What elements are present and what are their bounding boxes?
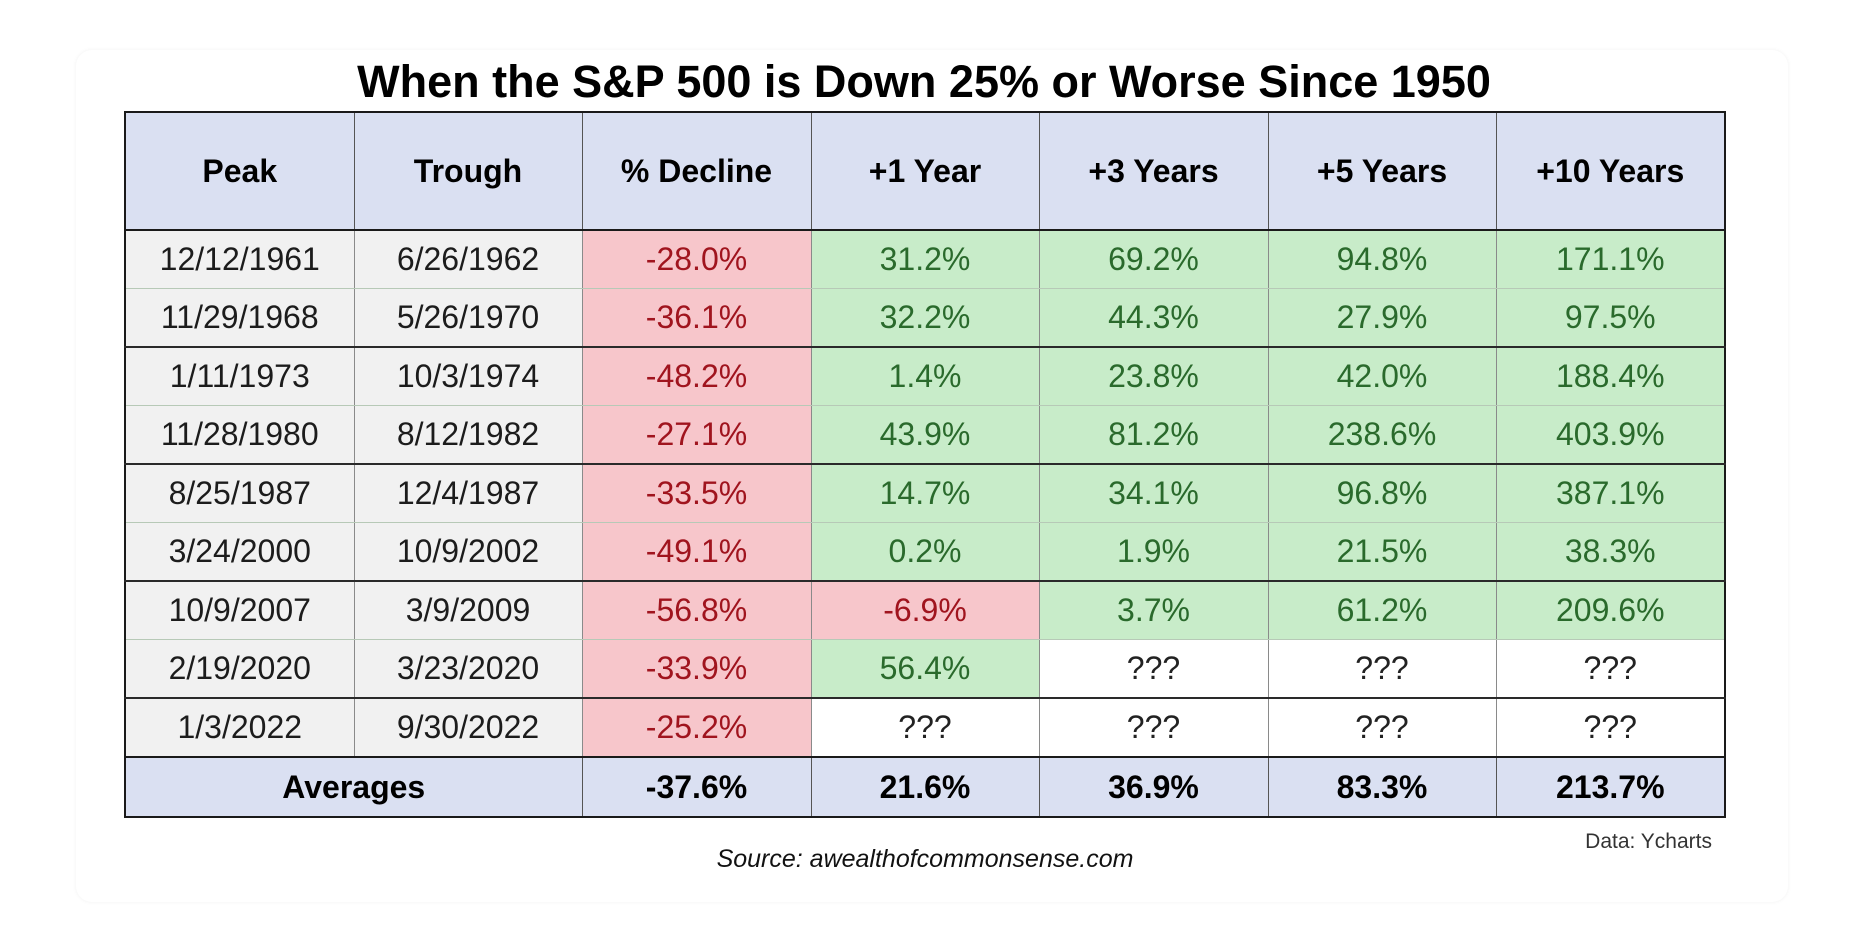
cell-decline: -48.2% — [581, 346, 812, 406]
cell-3-years: 34.1% — [1038, 463, 1269, 523]
table-row: 1/11/1973 10/3/1974 -48.2% 1.4% 23.8% 42.0% 18… — [124, 346, 1726, 406]
cell-5-years: 61.2% — [1267, 580, 1497, 640]
column-header-5-years: +5 Years — [1267, 111, 1497, 231]
average-3-years: 36.9% — [1038, 756, 1269, 818]
cell-trough: 3/23/2020 — [353, 639, 583, 699]
cell-5-years: 94.8% — [1267, 229, 1497, 289]
source-caption: Source: awealthofcommonsense.com — [716, 845, 1134, 873]
cell-10-years: ??? — [1495, 639, 1726, 699]
average-5-years: 83.3% — [1267, 756, 1497, 818]
cell-10-years: 38.3% — [1495, 522, 1726, 582]
cell-5-years: 42.0% — [1267, 346, 1497, 406]
table-body: 12/12/1961 6/26/1962 -28.0% 31.2% 69.2% 94.8%… — [124, 229, 1726, 758]
cell-5-years: ??? — [1267, 697, 1497, 758]
column-header-1-year: +1 Year — [810, 111, 1040, 231]
cell-decline: -56.8% — [581, 580, 812, 640]
cell-3-years: ??? — [1038, 639, 1269, 699]
table-row: 11/29/1968 5/26/1970 -36.1% 32.2% 44.3% 27.9%… — [124, 288, 1726, 348]
cell-1-year: 0.2% — [810, 522, 1040, 582]
cell-1-year: 43.9% — [810, 405, 1040, 465]
cell-peak: 2/19/2020 — [124, 639, 355, 699]
cell-decline: -28.0% — [581, 229, 812, 289]
cell-1-year: -6.9% — [810, 580, 1040, 640]
column-header-10-years: +10 Years — [1495, 111, 1726, 231]
table-row: 3/24/2000 10/9/2002 -49.1% 0.2% 1.9% 21.5% 38.… — [124, 522, 1726, 582]
cell-trough: 10/3/1974 — [353, 346, 583, 406]
cell-3-years: 3.7% — [1038, 580, 1269, 640]
cell-decline: -36.1% — [581, 288, 812, 348]
cell-3-years: 81.2% — [1038, 405, 1269, 465]
cell-peak: 1/11/1973 — [124, 346, 355, 406]
averages-row: Averages -37.6% 21.6% 36.9% 83.3% 213.7% — [124, 756, 1726, 818]
cell-3-years: 44.3% — [1038, 288, 1269, 348]
cell-decline: -33.5% — [581, 463, 812, 523]
cell-peak: 11/29/1968 — [124, 288, 355, 348]
cell-1-year: 1.4% — [810, 346, 1040, 406]
cell-peak: 8/25/1987 — [124, 463, 355, 523]
cell-10-years: ??? — [1495, 697, 1726, 758]
cell-10-years: 188.4% — [1495, 346, 1726, 406]
table-row: 1/3/2022 9/30/2022 -25.2%???????????? — [124, 697, 1726, 758]
cell-5-years: 238.6% — [1267, 405, 1497, 465]
column-header-trough: Trough — [353, 111, 583, 231]
table-row: 10/9/2007 3/9/2009 -56.8% -6.9% 3.7% 61.2% 209… — [124, 580, 1726, 640]
data-table: Peak Trough % Decline +1 Year +3 Years +… — [124, 111, 1726, 818]
table-row: 12/12/1961 6/26/1962 -28.0% 31.2% 69.2% 94.8%… — [124, 229, 1726, 289]
cell-decline: -27.1% — [581, 405, 812, 465]
header-row: Peak Trough % Decline +1 Year +3 Years +… — [124, 111, 1726, 231]
cell-5-years: 96.8% — [1267, 463, 1497, 523]
cell-trough: 6/26/1962 — [353, 229, 583, 289]
cell-peak: 3/24/2000 — [124, 522, 355, 582]
average-decline: -37.6% — [581, 756, 812, 818]
chart-title: When the S&P 500 is Down 25% or Worse Si… — [357, 56, 1491, 107]
cell-10-years: 403.9% — [1495, 405, 1726, 465]
averages-label: Averages — [124, 756, 583, 818]
cell-1-year: 31.2% — [810, 229, 1040, 289]
table-row: 2/19/2020 3/23/2020 -33.9% 56.4%????????? — [124, 639, 1726, 699]
cell-trough: 5/26/1970 — [353, 288, 583, 348]
table-row: 11/28/1980 8/12/1982 -27.1% 43.9% 81.2% 238.6… — [124, 405, 1726, 465]
cell-trough: 12/4/1987 — [353, 463, 583, 523]
cell-decline: -49.1% — [581, 522, 812, 582]
column-header-decline: % Decline — [581, 111, 812, 231]
cell-5-years: ??? — [1267, 639, 1497, 699]
cell-peak: 1/3/2022 — [124, 697, 355, 758]
cell-1-year: 14.7% — [810, 463, 1040, 523]
cell-decline: -33.9% — [581, 639, 812, 699]
cell-10-years: 171.1% — [1495, 229, 1726, 289]
cell-3-years: 69.2% — [1038, 229, 1269, 289]
column-header-peak: Peak — [124, 111, 355, 231]
cell-5-years: 21.5% — [1267, 522, 1497, 582]
average-10-years: 213.7% — [1495, 756, 1726, 818]
data-credit: Data: Ycharts — [1585, 830, 1712, 853]
cell-trough: 10/9/2002 — [353, 522, 583, 582]
cell-trough: 3/9/2009 — [353, 580, 583, 640]
cell-10-years: 97.5% — [1495, 288, 1726, 348]
cell-trough: 9/30/2022 — [353, 697, 583, 758]
cell-10-years: 209.6% — [1495, 580, 1726, 640]
cell-1-year: 56.4% — [810, 639, 1040, 699]
average-1-year: 21.6% — [810, 756, 1040, 818]
cell-3-years: 23.8% — [1038, 346, 1269, 406]
table-row: 8/25/1987 12/4/1987 -33.5% 14.7% 34.1% 96.8% 3… — [124, 463, 1726, 523]
cell-peak: 11/28/1980 — [124, 405, 355, 465]
cell-decline: -25.2% — [581, 697, 812, 758]
cell-5-years: 27.9% — [1267, 288, 1497, 348]
column-header-3-years: +3 Years — [1038, 111, 1269, 231]
cell-1-year: ??? — [810, 697, 1040, 758]
cell-peak: 10/9/2007 — [124, 580, 355, 640]
cell-trough: 8/12/1982 — [353, 405, 583, 465]
cell-10-years: 387.1% — [1495, 463, 1726, 523]
cell-3-years: 1.9% — [1038, 522, 1269, 582]
cell-1-year: 32.2% — [810, 288, 1040, 348]
cell-peak: 12/12/1961 — [124, 229, 355, 289]
cell-3-years: ??? — [1038, 697, 1269, 758]
